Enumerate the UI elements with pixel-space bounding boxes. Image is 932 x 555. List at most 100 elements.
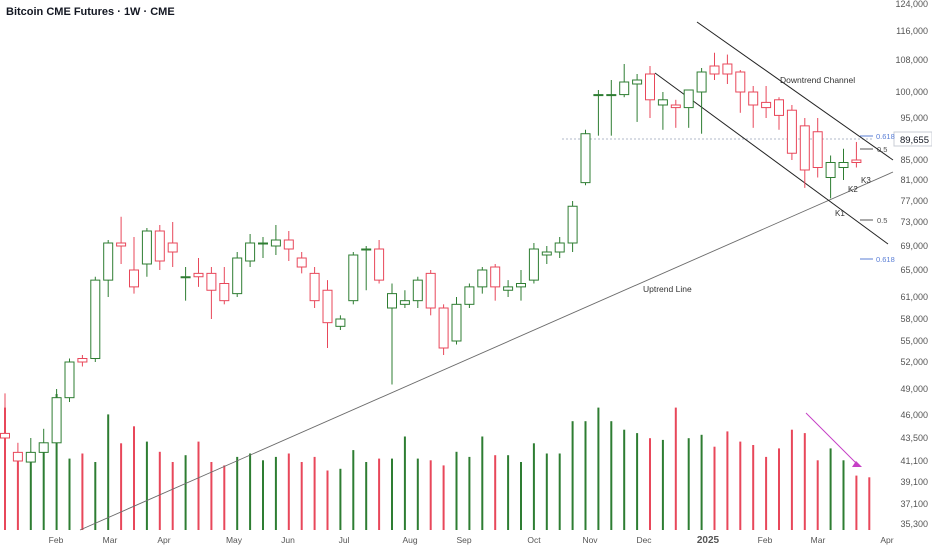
candle-body <box>412 279 423 302</box>
volume-bar <box>674 407 677 530</box>
candle-body <box>425 272 436 309</box>
candle-body <box>25 451 36 463</box>
volume-bar <box>494 455 497 530</box>
candle-body <box>761 101 772 109</box>
volume-bar <box>313 456 316 530</box>
volume-bar <box>94 462 97 530</box>
y-tick-label: 43,500 <box>900 433 928 443</box>
volume-bar <box>545 453 548 530</box>
candle-body <box>438 307 449 349</box>
volume-bar <box>455 451 458 530</box>
volume-bar <box>507 455 510 530</box>
volume-bar <box>107 414 110 530</box>
x-tick-label: Jul <box>339 535 350 545</box>
k3-label: K3 <box>861 176 871 185</box>
candle-body <box>193 272 204 278</box>
candle-body <box>748 91 759 106</box>
candle-body <box>154 230 165 262</box>
channel-label: Downtrend Channel <box>780 75 855 85</box>
y-tick-label: 58,000 <box>900 314 928 324</box>
candle-body <box>348 254 359 302</box>
volume-bar <box>765 456 768 530</box>
volume-bar <box>55 394 58 530</box>
y-tick-label: 95,000 <box>900 113 928 123</box>
x-tick-label: May <box>226 535 243 545</box>
candle-body <box>283 239 294 250</box>
volume-bar <box>558 453 561 530</box>
y-tick-label: 108,000 <box>895 55 928 65</box>
volume-bar <box>442 465 445 530</box>
candle-body <box>232 257 243 295</box>
volume-bar <box>68 458 71 530</box>
k2-label: K2 <box>848 185 858 194</box>
y-tick-label: 81,000 <box>900 175 928 185</box>
candle-body <box>12 451 23 462</box>
fib-05-label: 0.5 <box>877 145 887 154</box>
volume-bar <box>752 445 755 530</box>
x-tick-label: Mar <box>811 535 826 545</box>
price-marker-box <box>893 131 932 147</box>
candle-body <box>799 125 810 171</box>
volume-bar <box>391 458 393 530</box>
candle-body <box>335 318 346 327</box>
volume-bar <box>184 455 187 530</box>
volume-bar <box>326 470 329 530</box>
volume-bar <box>365 462 368 530</box>
volume-bar <box>403 436 406 530</box>
candle-body <box>593 94 604 97</box>
volume-bar <box>700 434 703 530</box>
volume-bar <box>352 450 355 530</box>
volume-bar <box>790 429 793 530</box>
candle-body <box>374 248 385 281</box>
y-tick-label: 49,000 <box>900 384 928 394</box>
candle-body <box>464 286 475 305</box>
volume-bar <box>274 456 277 530</box>
volume-bar <box>803 433 806 530</box>
volume-bar <box>429 460 432 530</box>
y-tick-label: 55,000 <box>900 336 928 346</box>
volume-bar <box>649 438 651 530</box>
downtrend-channel-lower <box>654 72 889 245</box>
volume-bar <box>416 458 419 530</box>
candle-body <box>696 71 707 93</box>
candle-body <box>387 293 397 309</box>
volume-bar <box>713 446 716 530</box>
candle-body <box>103 242 114 281</box>
x-tick-label: Jun <box>281 535 295 545</box>
y-tick-label: 73,000 <box>900 217 928 227</box>
y-tick-label: 39,100 <box>900 477 928 487</box>
y-tick-label: 124,000 <box>895 0 928 9</box>
candle-body <box>361 248 372 251</box>
y-tick-label: 77,000 <box>900 196 928 206</box>
candle-body <box>167 242 178 253</box>
volume-bar <box>378 458 381 530</box>
y-tick-label: 61,000 <box>900 292 928 302</box>
volume-bar <box>249 453 252 530</box>
candle-body <box>528 248 539 281</box>
y-tick-label: 89,655 <box>900 135 929 146</box>
candle-body <box>567 205 578 244</box>
uptrend-line <box>79 171 894 531</box>
candle-body <box>554 242 565 253</box>
candle-body <box>219 283 230 302</box>
volume-bar <box>584 421 587 530</box>
candle-body <box>0 432 10 439</box>
volume-bar <box>623 429 626 530</box>
volume-bar <box>610 421 613 530</box>
candle-body <box>670 104 681 109</box>
y-tick-label: 37,100 <box>900 499 928 509</box>
candle-body <box>606 94 617 97</box>
k1-label: K1 <box>835 209 845 218</box>
candle-body <box>206 272 217 291</box>
volume-bar <box>597 407 600 530</box>
candle-body <box>322 289 333 324</box>
volume-bar <box>29 451 32 530</box>
candle-body <box>503 286 514 291</box>
candle-body <box>309 272 320 302</box>
fib-low-05-label: 0.5 <box>877 216 887 225</box>
uptrend-label: Uptrend Line <box>643 284 692 294</box>
x-tick-label: 2025 <box>697 535 720 546</box>
volume-bar <box>481 436 484 530</box>
